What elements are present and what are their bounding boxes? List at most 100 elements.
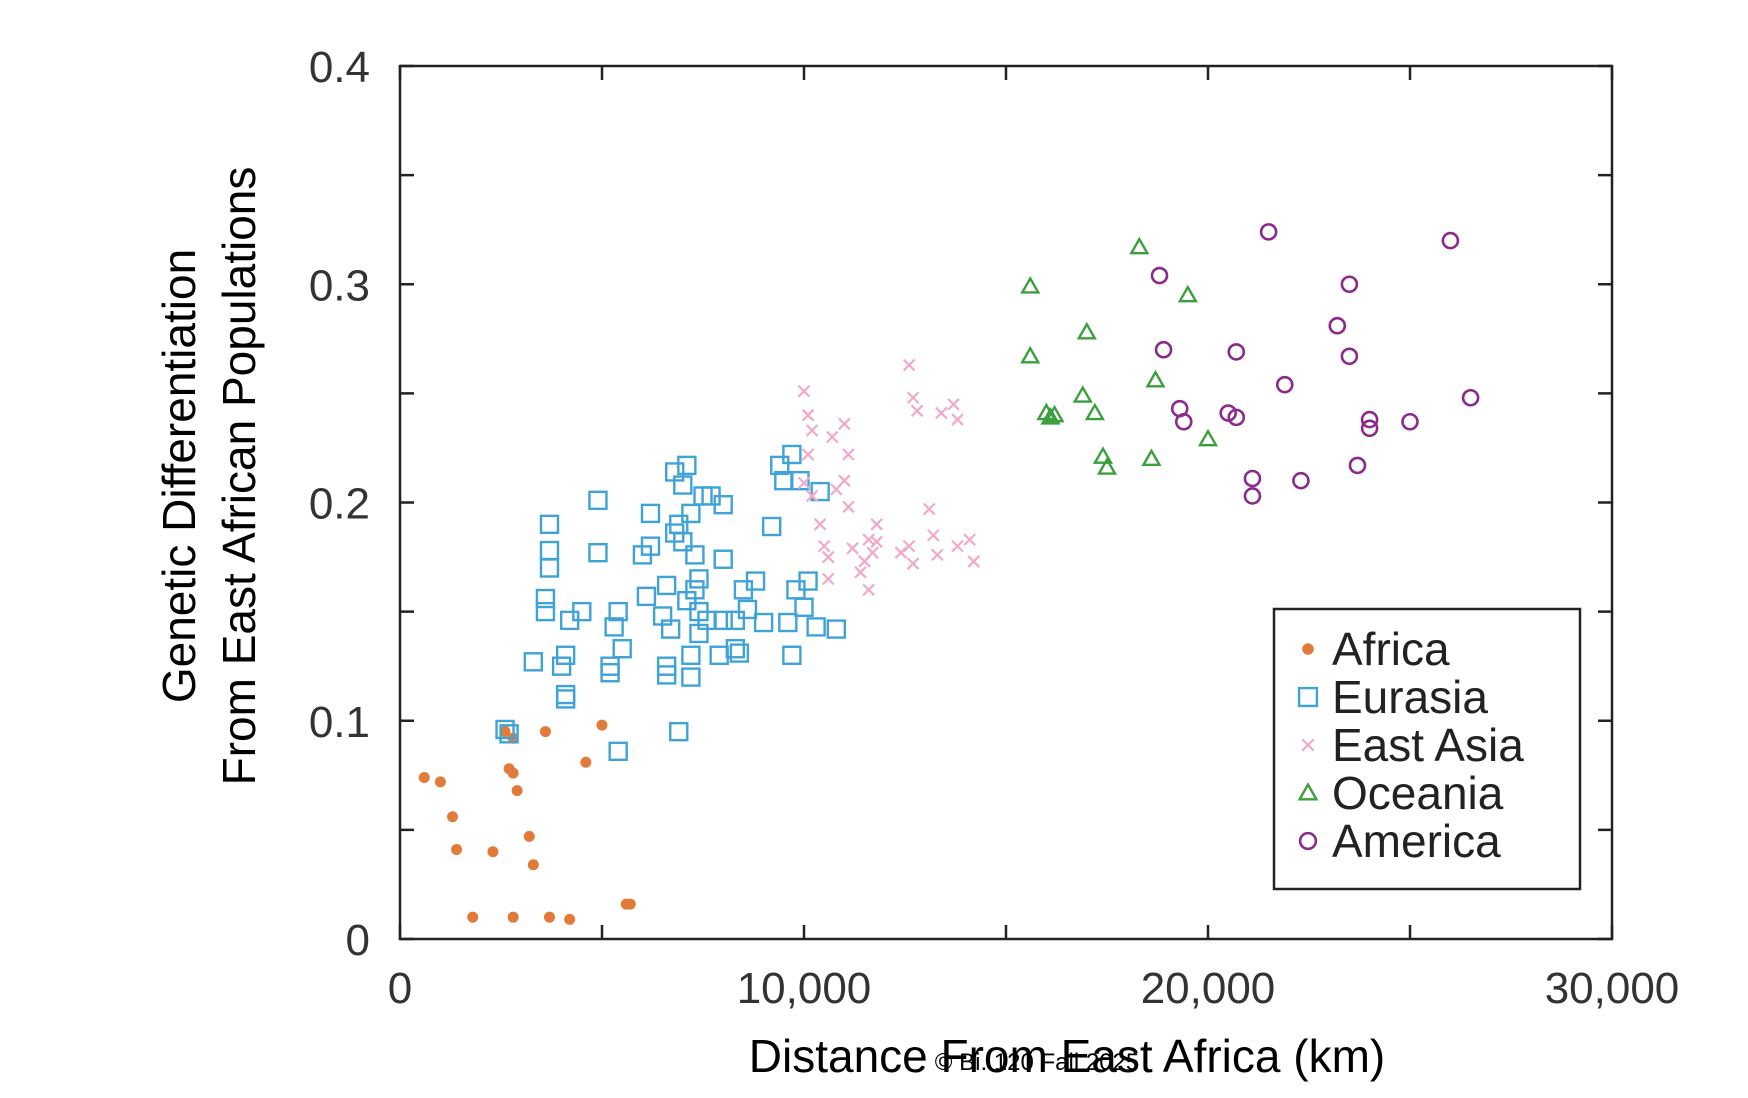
eurasia-point-51 <box>713 549 733 569</box>
east-asia-point-36 <box>951 539 964 553</box>
east-asia-point-6 <box>813 518 827 531</box>
eurasia-point-40 <box>681 645 701 665</box>
data-points <box>418 223 1480 925</box>
america-point-5 <box>1227 343 1246 361</box>
east-asia-point-25 <box>902 539 916 553</box>
africa-point-7 <box>543 911 555 923</box>
oceania-point-8 <box>1092 446 1114 464</box>
america-point-13 <box>1340 275 1359 294</box>
america-point-17 <box>1360 419 1379 438</box>
east-asia-point-2 <box>801 408 815 422</box>
eurasia-point-53 <box>713 494 733 515</box>
eurasia-point-42 <box>685 580 705 600</box>
legend-label-oceania: Oceania <box>1332 767 1504 819</box>
eurasia-point-39 <box>681 503 701 524</box>
eurasia-point-36 <box>673 475 693 495</box>
eurasia-point-33 <box>669 721 689 742</box>
oceania-point-0 <box>1020 276 1041 294</box>
oceania-point-5 <box>1076 321 1097 340</box>
eurasia-point-15 <box>588 542 608 563</box>
america-point-18 <box>1401 412 1419 431</box>
eurasia-point-16 <box>600 663 620 683</box>
east-asia-point-8 <box>821 550 835 564</box>
y-axis-title-line-1: Genetic Differentiation <box>153 249 205 703</box>
east-asia-point-14 <box>842 500 855 514</box>
legend-marker-africa <box>1302 643 1314 655</box>
oceania-point-11 <box>1141 448 1162 467</box>
legend-label-america: America <box>1332 815 1501 867</box>
east-asia-point-38 <box>967 555 980 568</box>
east-asia-point-0 <box>797 384 811 398</box>
america-point-6 <box>1227 408 1246 427</box>
y-tick-label-2: 0.2 <box>309 480 370 529</box>
africa-point-4 <box>487 846 499 858</box>
eurasia-point-5 <box>539 558 560 578</box>
east-asia-point-33 <box>935 406 948 420</box>
east-asia-point-22 <box>870 535 883 549</box>
america-point-0 <box>1150 266 1169 285</box>
oceania-point-13 <box>1177 284 1198 303</box>
east-asia-point-20 <box>862 533 875 546</box>
eurasia-point-65 <box>782 444 802 465</box>
east-asia-point-10 <box>826 430 839 444</box>
oceania-point-9 <box>1096 457 1118 475</box>
eurasia-point-17 <box>600 656 620 676</box>
x-tick-label-3: 30,000 <box>1545 964 1680 1013</box>
east-asia-point-21 <box>866 546 879 559</box>
y-tick-label-3: 0.3 <box>309 261 370 310</box>
eurasia-point-30 <box>660 619 681 639</box>
eurasia-point-61 <box>761 516 782 537</box>
africa-point-9 <box>499 726 511 738</box>
oceania-point-10 <box>1129 236 1150 255</box>
oceania-point-3 <box>1040 406 1061 425</box>
y-axis-title-line-2: From East African Populations <box>213 167 265 786</box>
america-point-8 <box>1243 487 1262 505</box>
legend-marker-eurasia <box>1297 686 1319 708</box>
x-tick-labels: 0 10,000 20,000 30,000 <box>388 964 1680 1013</box>
oceania-point-6 <box>1072 385 1093 403</box>
east-asia-point-19 <box>862 583 875 597</box>
legend-marker-oceania <box>1297 782 1319 801</box>
east-asia-point-29 <box>910 404 924 418</box>
east-asia-point-27 <box>906 391 920 405</box>
eurasia-point-43 <box>685 545 705 565</box>
east-asia-point-31 <box>927 528 940 542</box>
eurasia-point-56 <box>729 643 750 663</box>
africa-point-13 <box>511 785 523 797</box>
east-asia-point-12 <box>838 417 851 431</box>
east-asia-point-4 <box>805 424 819 437</box>
east-asia-point-23 <box>870 518 883 531</box>
eurasia-point-70 <box>798 571 818 591</box>
eurasia-point-3 <box>535 601 556 622</box>
eurasia-point-73 <box>826 619 847 639</box>
america-point-16 <box>1360 410 1379 429</box>
eurasia-point-55 <box>725 639 746 659</box>
eurasia-point-8 <box>551 656 572 676</box>
eurasia-point-37 <box>677 455 697 476</box>
legend-label-africa: Africa <box>1332 623 1450 675</box>
east-asia-point-1 <box>797 476 811 490</box>
africa-point-14 <box>539 726 551 738</box>
oceania-point-1 <box>1020 345 1041 364</box>
eurasia-point-0 <box>495 719 515 740</box>
eurasia-point-68 <box>790 470 810 491</box>
eurasia-point-54 <box>725 610 746 631</box>
east-asia-point-15 <box>842 448 855 461</box>
east-asia-point-32 <box>931 548 944 562</box>
eurasia-point-6 <box>539 540 560 561</box>
america-point-3 <box>1174 412 1193 431</box>
eurasia-point-64 <box>778 612 798 633</box>
east-asia-point-13 <box>838 474 851 487</box>
legend-label-eurasia: Eurasia <box>1332 671 1488 723</box>
east-asia-point-7 <box>817 539 831 553</box>
y-tick-label-0: 0 <box>346 916 370 965</box>
africa-point-12 <box>507 767 519 779</box>
eurasia-point-28 <box>656 665 677 685</box>
america-point-9 <box>1259 223 1278 241</box>
east-asia-point-17 <box>854 566 867 579</box>
plot-area <box>398 64 1614 941</box>
east-asia-point-3 <box>801 448 815 461</box>
east-asia-point-35 <box>951 413 964 426</box>
america-point-20 <box>1461 388 1480 407</box>
america-point-1 <box>1154 340 1173 359</box>
